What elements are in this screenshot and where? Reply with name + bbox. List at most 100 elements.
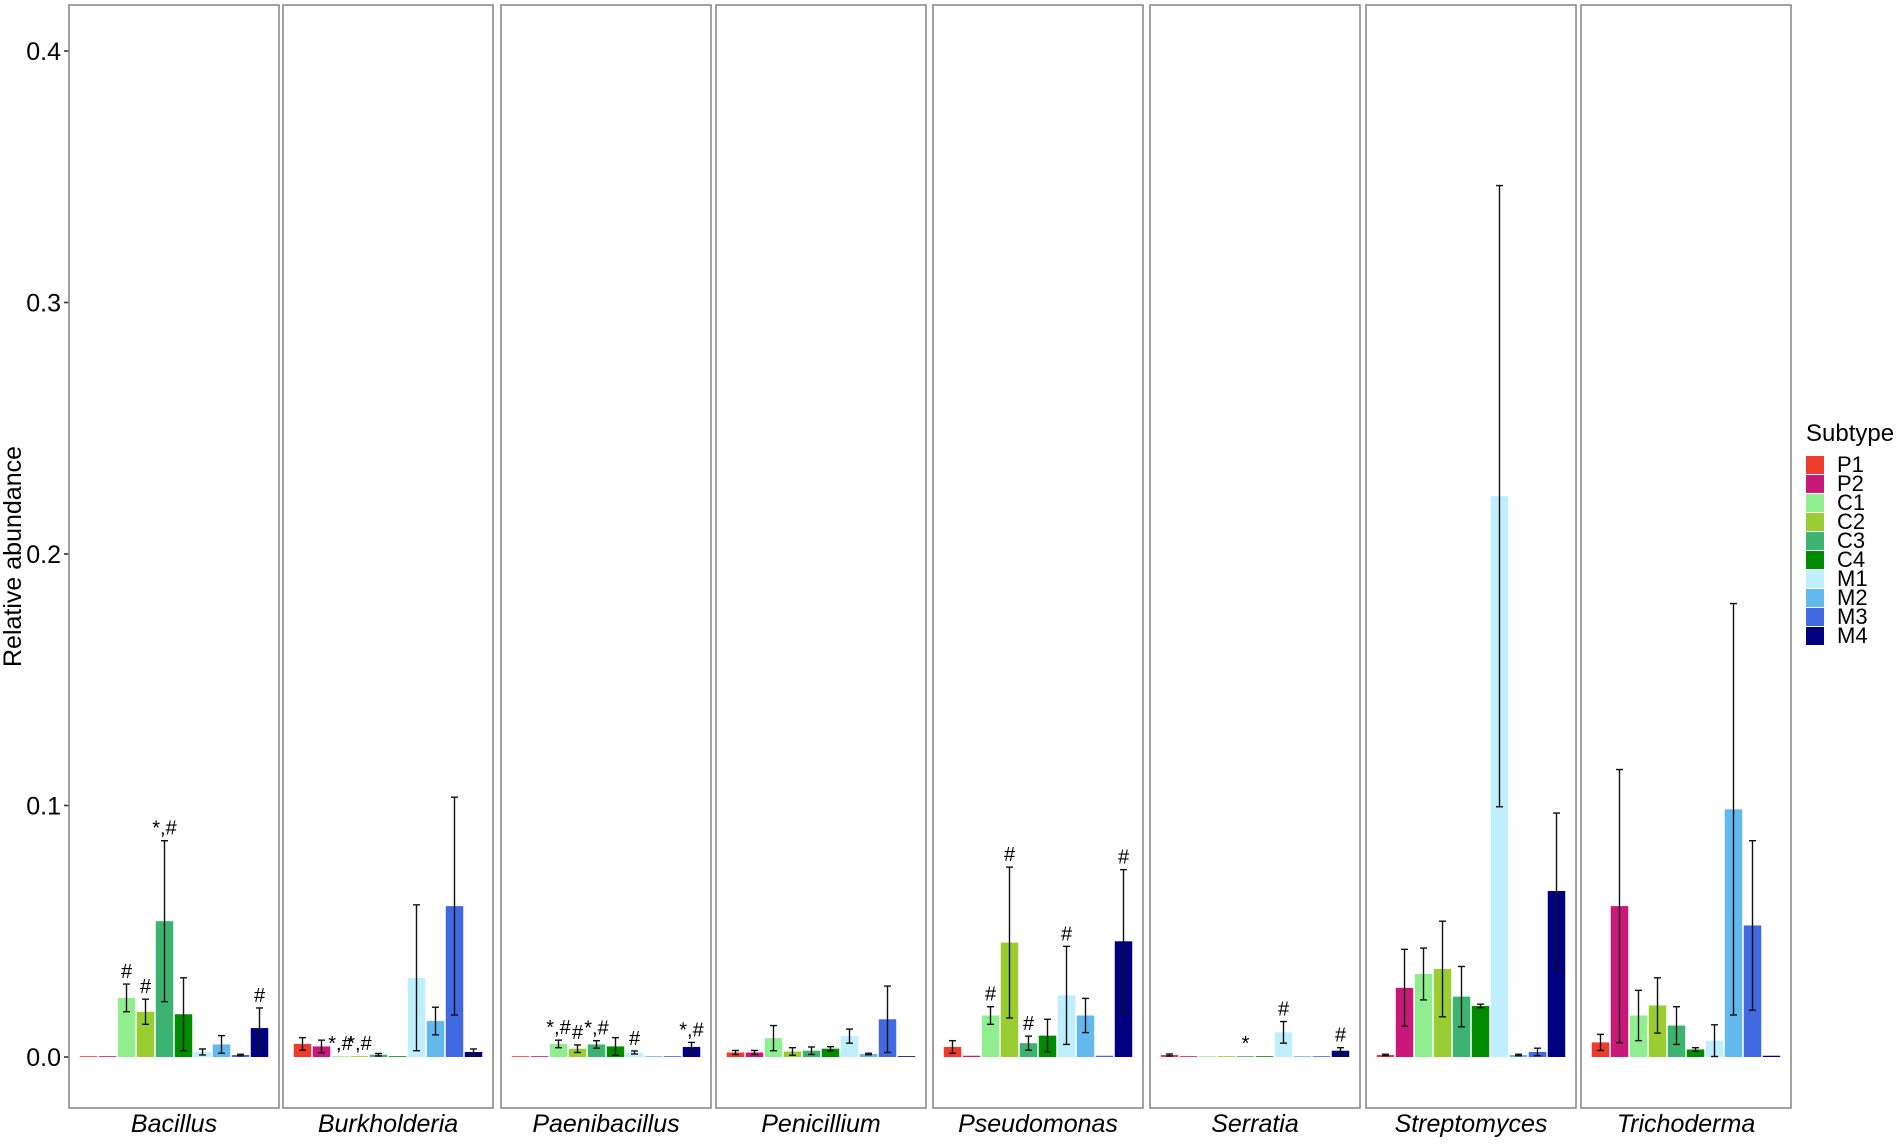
legend-label: P1 — [1837, 452, 1864, 477]
bar-m1 — [840, 1036, 859, 1057]
bar-m4 — [1762, 1055, 1781, 1057]
facet-panel-bacillus: # # *,# # Bacillus — [68, 4, 280, 1138]
legend-label: M2 — [1837, 585, 1868, 610]
legend-label: M4 — [1837, 623, 1868, 648]
legend-swatch-m2 — [1806, 589, 1824, 607]
significance-label: *,# — [152, 818, 177, 840]
significance-label: # — [985, 984, 997, 1006]
bar-c4 — [821, 1048, 840, 1057]
significance-label: *,# — [347, 1033, 372, 1055]
bar-m2 — [426, 1021, 445, 1057]
facet-panels: ##*,##Bacillus*,#*,#Burkholderia*,# # *,# #… — [68, 4, 1792, 1138]
legend-label: C3 — [1837, 528, 1865, 553]
legend-swatch-p2 — [1806, 475, 1824, 493]
y-tick-label: 0.4 — [26, 38, 61, 66]
bar-p1 — [511, 1056, 530, 1057]
bar-c4 — [1686, 1049, 1705, 1057]
significance-label: # — [121, 961, 133, 983]
bar-c2 — [1217, 1056, 1236, 1057]
bar-c2 — [350, 1056, 369, 1057]
bar-m3 — [1095, 1055, 1114, 1057]
bar-c1 — [1414, 974, 1433, 1057]
panel-border — [715, 4, 927, 1109]
legend-label: M1 — [1837, 566, 1868, 591]
facet-label: Serratia — [1211, 1110, 1299, 1138]
facet-panel-penicillium: Penicillium — [715, 4, 927, 1138]
facet-panel-paenibacillus: *,# # *,# # *,#Paenibacillus — [500, 4, 712, 1138]
bar-m2 — [1076, 1015, 1095, 1057]
legend-label: C1 — [1837, 490, 1865, 515]
bar-c4 — [1255, 1056, 1274, 1057]
bar-m3 — [663, 1056, 682, 1057]
panel-border — [1149, 4, 1361, 1109]
facet-label: Pseudomonas — [958, 1110, 1118, 1138]
legend-swatch-c1 — [1806, 494, 1824, 512]
bar-p2 — [962, 1055, 981, 1057]
bar-c4 — [388, 1056, 407, 1057]
significance-label: # — [572, 1022, 584, 1044]
bar-c3 — [587, 1044, 606, 1057]
facet-label: Penicillium — [761, 1110, 880, 1138]
facet-label: Bacillus — [131, 1110, 217, 1138]
legend-title: Subtype — [1806, 420, 1894, 447]
bar-c1 — [117, 997, 136, 1057]
significance-label: * — [1242, 1033, 1250, 1055]
panel-border — [68, 4, 280, 1109]
significance-label: *,# — [328, 1033, 353, 1055]
bar-p2 — [1179, 1056, 1198, 1057]
y-tick-label: 0.3 — [26, 290, 61, 318]
facet-label: Trichoderma — [1617, 1110, 1756, 1138]
significance-label: *,# — [546, 1017, 571, 1039]
y-tick-label: 0.1 — [26, 793, 61, 821]
significance-label: # — [1061, 923, 1073, 945]
bar-c1 — [549, 1043, 568, 1057]
bar-c4 — [1471, 1005, 1490, 1057]
bar-m4 — [1547, 891, 1566, 1057]
legend-swatch-p1 — [1806, 456, 1824, 474]
legend-swatch-m4 — [1806, 627, 1824, 645]
bar-m2 — [1293, 1056, 1312, 1057]
legend-swatch-c4 — [1806, 551, 1824, 569]
significance-label: # — [1278, 999, 1290, 1021]
bar-c1 — [331, 1056, 350, 1057]
facet-label: Burkholderia — [318, 1110, 458, 1138]
bar-m2 — [859, 1053, 878, 1057]
bar-p2 — [530, 1056, 549, 1057]
y-axis-title: Relative abundance — [0, 446, 27, 667]
legend-label: M3 — [1837, 604, 1868, 629]
facet-label: Paenibacillus — [532, 1110, 679, 1138]
significance-label: # — [1004, 844, 1016, 866]
bar-c2 — [136, 1011, 155, 1057]
legend-label: C2 — [1837, 509, 1865, 534]
panel-border — [500, 4, 712, 1109]
significance-label: # — [1023, 1013, 1035, 1035]
significance-label: # — [140, 976, 152, 998]
panel-border — [1365, 4, 1577, 1109]
bar-p1 — [79, 1056, 98, 1057]
bar-c1 — [981, 1015, 1000, 1057]
legend-swatch-c3 — [1806, 532, 1824, 550]
legend-label: P2 — [1837, 471, 1864, 496]
legend-swatch-m3 — [1806, 608, 1824, 626]
y-tick-label: 0.2 — [26, 541, 61, 569]
significance-label: # — [629, 1028, 641, 1050]
facet-label: Streptomyces — [1395, 1110, 1548, 1138]
significance-label: # — [254, 985, 266, 1007]
y-tick-label: 0.0 — [26, 1044, 61, 1072]
facet-panel-burkholderia: *,#*,# Burkholderia — [282, 4, 494, 1138]
panel-border — [932, 4, 1144, 1109]
significance-label: *,# — [584, 1018, 609, 1040]
legend-swatch-m1 — [1806, 570, 1824, 588]
significance-label: *,# — [679, 1019, 704, 1041]
facet-panel-trichoderma: Trichoderma — [1580, 4, 1792, 1138]
bar-m4 — [897, 1056, 916, 1057]
significance-label: # — [1335, 1025, 1347, 1047]
bar-m2 — [644, 1056, 663, 1057]
legend-swatch-c2 — [1806, 513, 1824, 531]
facet-panel-pseudomonas: # # # # # Pseudomonas — [932, 4, 1144, 1138]
bar-c1 — [1198, 1056, 1217, 1057]
bar-p2 — [98, 1056, 117, 1057]
